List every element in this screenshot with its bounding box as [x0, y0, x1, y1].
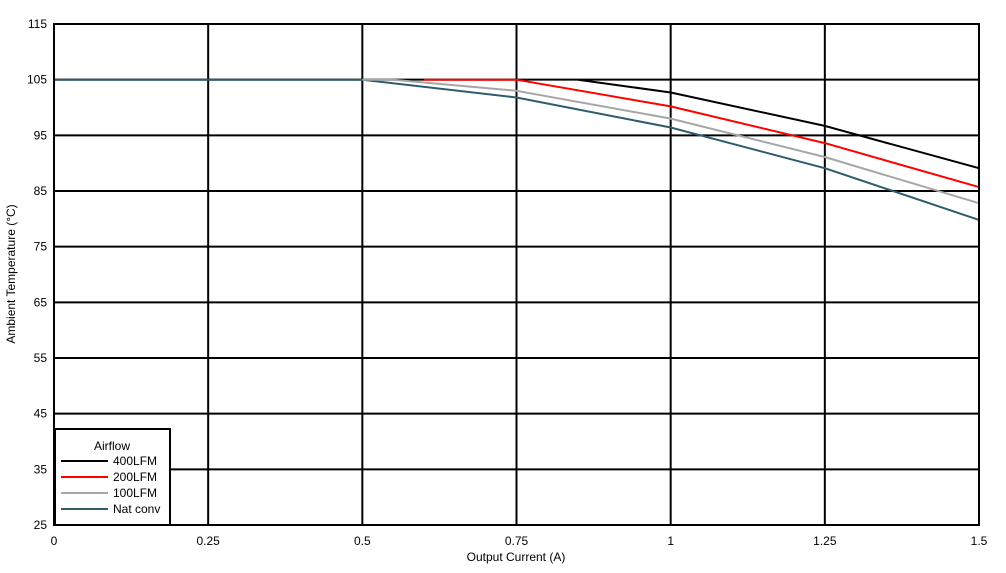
y-tick-label: 45: [34, 407, 48, 421]
series-line-400lfm: [578, 78, 980, 170]
y-axis-label: Ambient Temperature (°C): [4, 204, 18, 343]
x-tick-label: 0: [51, 534, 58, 548]
x-tick-label: 0.75: [505, 534, 529, 548]
y-tick-label: 55: [34, 351, 48, 365]
series-line-200lfm: [424, 78, 980, 189]
legend-item-label: 400LFM: [113, 454, 157, 468]
y-tick-label: 95: [34, 128, 48, 142]
x-tick-label: 1.25: [813, 534, 837, 548]
legend-item-label: 100LFM: [113, 486, 157, 500]
y-tick-label: 75: [34, 240, 48, 254]
x-tick-label: 0.25: [196, 534, 220, 548]
y-tick-label: 85: [34, 184, 48, 198]
legend: Airflow 400LFM 200LFM 100LFM Nat conv: [54, 428, 171, 526]
x-axis-label: Output Current (A): [467, 550, 566, 564]
y-tick-label: 25: [34, 518, 48, 532]
y-axis-ticks: 25 35 45 55 65 75 85 95 105 115: [27, 17, 47, 532]
series-line-100lfm: [362, 78, 980, 205]
legend-item-label: 200LFM: [113, 470, 157, 484]
x-tick-label: 1.5: [971, 534, 988, 548]
legend-title: Airflow: [94, 439, 130, 453]
x-tick-label: 0.5: [354, 534, 371, 548]
y-tick-label: 35: [34, 462, 48, 476]
plot-border: [53, 23, 980, 526]
data-series: [54, 78, 980, 221]
legend-item-label: Nat conv: [113, 502, 160, 516]
x-axis-ticks: 0 0.25 0.5 0.75 1 1.25 1.5: [51, 534, 988, 548]
y-tick-label: 105: [27, 73, 47, 87]
y-tick-label: 65: [34, 295, 48, 309]
grid-lines: [53, 23, 980, 526]
x-tick-label: 1: [667, 534, 674, 548]
y-tick-label: 115: [28, 17, 47, 31]
series-line-nat-conv: [54, 78, 980, 221]
